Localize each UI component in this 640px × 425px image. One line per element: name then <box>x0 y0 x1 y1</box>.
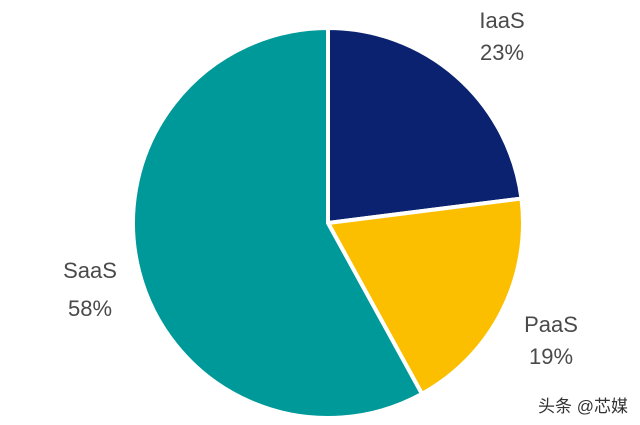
slice-value-paas: 19% <box>529 344 573 369</box>
slice-label-paas: PaaS <box>524 312 578 337</box>
pie-slices <box>131 26 525 420</box>
slice-label-saas: SaaS <box>63 258 117 283</box>
slice-value-iaas: 23% <box>480 40 524 65</box>
slice-label-iaas: IaaS <box>479 8 524 33</box>
pie-slice-iaas <box>326 26 524 225</box>
watermark-text: 头条 @芯媒 <box>538 397 628 416</box>
pie-labels: IaaS 23% PaaS 19% SaaS 58% <box>63 8 578 369</box>
slice-value-saas: 58% <box>68 296 112 321</box>
pie-slice-paas <box>326 196 525 396</box>
pie-slice-saas <box>131 26 424 420</box>
